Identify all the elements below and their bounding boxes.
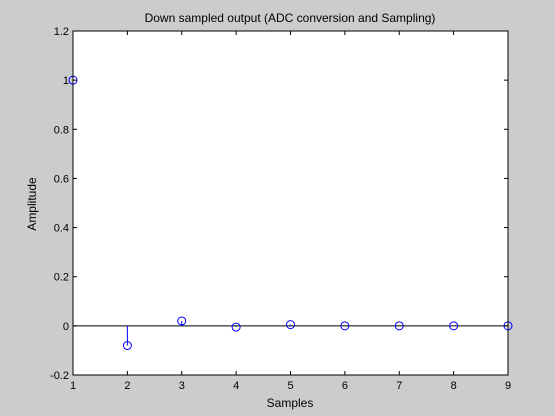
- y-tick-label: 0.2: [54, 272, 69, 284]
- stem-marker: [340, 321, 350, 331]
- x-tick-label: 8: [451, 380, 457, 392]
- y-tick-label: 1.2: [54, 26, 69, 38]
- x-axis-label: Samples: [267, 396, 314, 410]
- plot-area: [73, 31, 508, 375]
- x-tick-label: 5: [287, 380, 293, 392]
- x-tick-label: 7: [396, 380, 402, 392]
- x-tick-label: 6: [342, 380, 348, 392]
- stem-marker: [449, 321, 459, 331]
- stem-marker: [394, 321, 404, 331]
- stem-marker: [231, 322, 241, 332]
- stem-marker: [122, 341, 132, 351]
- chart-title: Down sampled output (ADC conversion and …: [145, 11, 436, 25]
- y-tick-label: 1: [63, 75, 69, 87]
- x-tick-label: 2: [124, 380, 130, 392]
- stem-marker: [177, 316, 187, 326]
- y-tick-label: 0: [63, 321, 69, 333]
- y-tick-label: 0.8: [54, 124, 69, 136]
- x-tick-label: 3: [179, 380, 185, 392]
- y-tick-label: 0.6: [54, 173, 69, 185]
- x-tick-label: 9: [505, 380, 511, 392]
- y-tick-label: -0.2: [50, 370, 69, 382]
- x-tick-label: 1: [70, 380, 76, 392]
- stem-marker: [286, 320, 295, 330]
- y-tick-label: 0.4: [54, 223, 69, 235]
- y-axis-label: Amplitude: [25, 177, 39, 231]
- x-tick-label: 4: [233, 380, 239, 392]
